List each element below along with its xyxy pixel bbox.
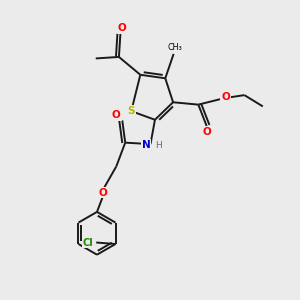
Text: H: H bbox=[155, 141, 162, 150]
Text: O: O bbox=[221, 92, 230, 103]
Text: Cl: Cl bbox=[82, 238, 93, 248]
Text: O: O bbox=[112, 110, 121, 120]
Text: S: S bbox=[128, 106, 135, 116]
Text: O: O bbox=[99, 188, 108, 198]
Text: N: N bbox=[142, 140, 150, 150]
Text: O: O bbox=[118, 23, 126, 33]
Text: CH₃: CH₃ bbox=[167, 44, 182, 52]
Text: O: O bbox=[202, 127, 211, 137]
